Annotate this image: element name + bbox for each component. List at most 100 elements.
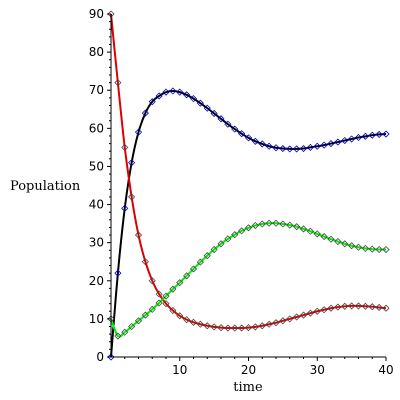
data-point <box>203 252 211 260</box>
x-axis-title: time <box>233 380 263 395</box>
data-point <box>361 302 369 310</box>
data-point <box>203 322 211 330</box>
data-point <box>361 132 369 140</box>
data-point <box>272 319 280 327</box>
data-point <box>196 320 204 328</box>
data-point <box>368 245 376 253</box>
data-point <box>231 125 239 133</box>
data-point <box>196 99 204 107</box>
data-point <box>375 303 383 312</box>
y-tick-label: 90 <box>89 7 104 21</box>
data-point <box>189 265 198 273</box>
data-point <box>354 302 363 310</box>
data-point <box>210 245 218 254</box>
data-point <box>320 233 328 241</box>
data-point <box>348 242 356 250</box>
data-point <box>279 144 287 153</box>
data-point <box>299 144 308 153</box>
y-tick-label: 20 <box>89 274 104 288</box>
data-point <box>244 134 253 142</box>
data-point <box>224 120 232 128</box>
data-point <box>313 142 321 150</box>
data-point <box>293 313 301 321</box>
data-point <box>217 240 225 248</box>
data-point <box>169 306 177 315</box>
data-point <box>327 140 335 148</box>
data-point <box>272 144 280 152</box>
data-point <box>258 322 266 330</box>
data-point <box>134 317 143 325</box>
data-point <box>196 258 204 266</box>
data-point <box>258 220 266 228</box>
data-point <box>121 328 129 336</box>
x-tick-label: 10 <box>172 363 187 377</box>
y-axis: 0 10 20 30 40 50 60 70 80 90 <box>89 7 112 364</box>
data-point <box>148 305 156 313</box>
data-point <box>279 317 287 325</box>
y-tick-label: 0 <box>96 350 104 364</box>
data-point <box>128 193 136 201</box>
y-tick-label: 50 <box>89 159 104 173</box>
data-point <box>265 142 273 150</box>
data-point <box>231 231 239 239</box>
data-point <box>361 244 369 252</box>
data-point <box>265 219 273 227</box>
y-tick-label: 10 <box>89 312 104 326</box>
data-point <box>293 223 301 231</box>
data-point <box>114 79 122 87</box>
data-point <box>231 324 239 332</box>
data-point <box>286 145 294 153</box>
data-point <box>183 316 191 324</box>
data-point <box>368 303 376 311</box>
data-point <box>169 285 177 293</box>
data-point <box>238 324 246 332</box>
x-tick-label: 40 <box>378 363 393 377</box>
data-point <box>382 245 390 254</box>
data-point <box>244 224 253 232</box>
y-axis-title: Population <box>10 179 81 194</box>
series-black <box>107 87 390 361</box>
data-point <box>299 225 308 233</box>
data-point <box>203 104 211 112</box>
data-point <box>382 304 390 312</box>
data-point <box>224 324 232 332</box>
data-point <box>148 277 156 285</box>
data-point <box>320 306 328 314</box>
data-point <box>272 219 280 227</box>
data-point <box>382 130 390 138</box>
y-tick-label: 30 <box>89 236 104 250</box>
data-point <box>293 145 301 153</box>
data-point <box>286 315 294 323</box>
data-point <box>251 323 259 331</box>
data-point <box>341 136 349 145</box>
data-point <box>251 137 259 145</box>
data-point <box>176 279 184 287</box>
data-point <box>375 245 383 254</box>
data-point <box>251 221 259 230</box>
plot-area <box>107 10 390 361</box>
data-point <box>155 299 163 307</box>
data-point <box>148 98 156 106</box>
data-point <box>224 235 232 243</box>
series-red <box>107 10 390 332</box>
data-point <box>134 231 143 239</box>
x-axis: 10 20 30 40 <box>111 356 394 377</box>
data-point <box>354 133 363 142</box>
data-point <box>238 227 246 235</box>
data-point <box>121 143 129 151</box>
data-point <box>348 135 356 143</box>
data-point <box>334 237 342 246</box>
data-point <box>183 91 191 99</box>
data-point <box>334 303 342 311</box>
data-point <box>210 323 218 331</box>
data-point <box>210 109 218 118</box>
data-point <box>327 304 335 312</box>
data-point <box>176 312 184 320</box>
data-point <box>334 138 342 146</box>
data-point <box>169 87 177 95</box>
data-point <box>128 322 136 331</box>
y-tick-label: 70 <box>89 83 104 97</box>
data-point <box>313 307 321 315</box>
data-point <box>141 258 149 266</box>
